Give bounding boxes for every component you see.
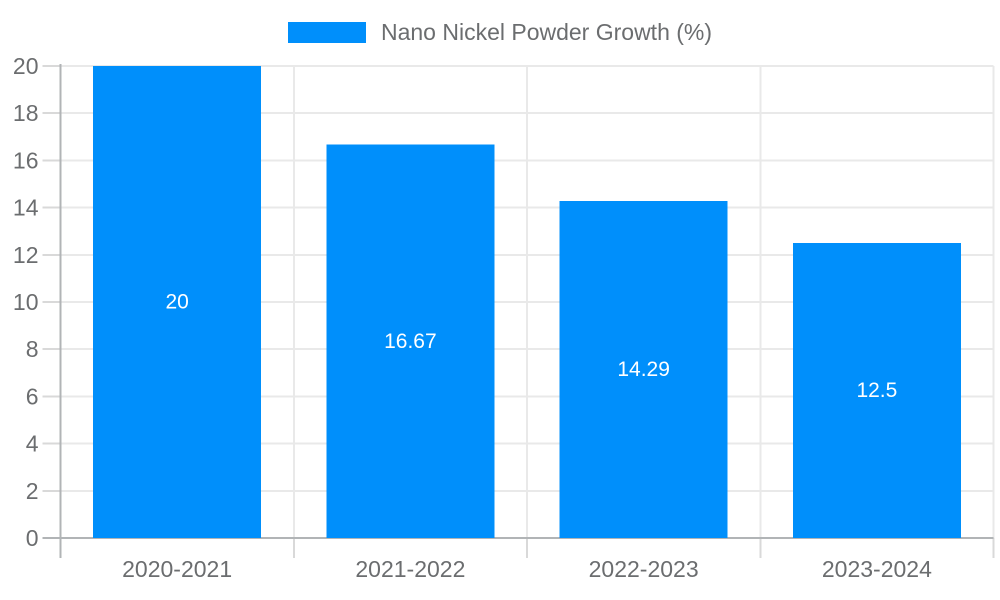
y-tick-label: 16 xyxy=(13,147,39,173)
legend-label: Nano Nickel Powder Growth (%) xyxy=(380,18,713,45)
bar xyxy=(93,66,262,538)
y-tick-label: 6 xyxy=(26,383,39,409)
legend-swatch xyxy=(287,21,366,43)
y-tick-label: 2 xyxy=(26,478,39,504)
bar xyxy=(559,200,728,539)
bar xyxy=(792,243,961,538)
y-tick-label: 14 xyxy=(13,195,39,221)
y-tick-label: 18 xyxy=(13,100,39,126)
x-category-label: 2022-2023 xyxy=(589,556,699,582)
bar-value-label: 12.5 xyxy=(856,379,897,402)
x-category-label: 2020-2021 xyxy=(122,556,232,582)
y-tick-label: 4 xyxy=(26,431,39,457)
chart-legend[interactable]: Nano Nickel Powder Growth (%) xyxy=(0,10,1000,54)
bar-value-label: 14.29 xyxy=(617,358,670,381)
bar-value-label: 16.67 xyxy=(384,330,437,353)
bar xyxy=(326,144,495,538)
y-tick-label: 0 xyxy=(26,525,39,551)
bar-value-label: 20 xyxy=(165,291,188,314)
y-tick-label: 20 xyxy=(13,53,39,79)
y-tick-label: 8 xyxy=(26,336,39,362)
x-category-label: 2021-2022 xyxy=(355,556,465,582)
x-category-label: 2023-2024 xyxy=(822,556,932,582)
y-tick-label: 12 xyxy=(13,242,39,268)
y-tick-label: 10 xyxy=(13,289,39,315)
